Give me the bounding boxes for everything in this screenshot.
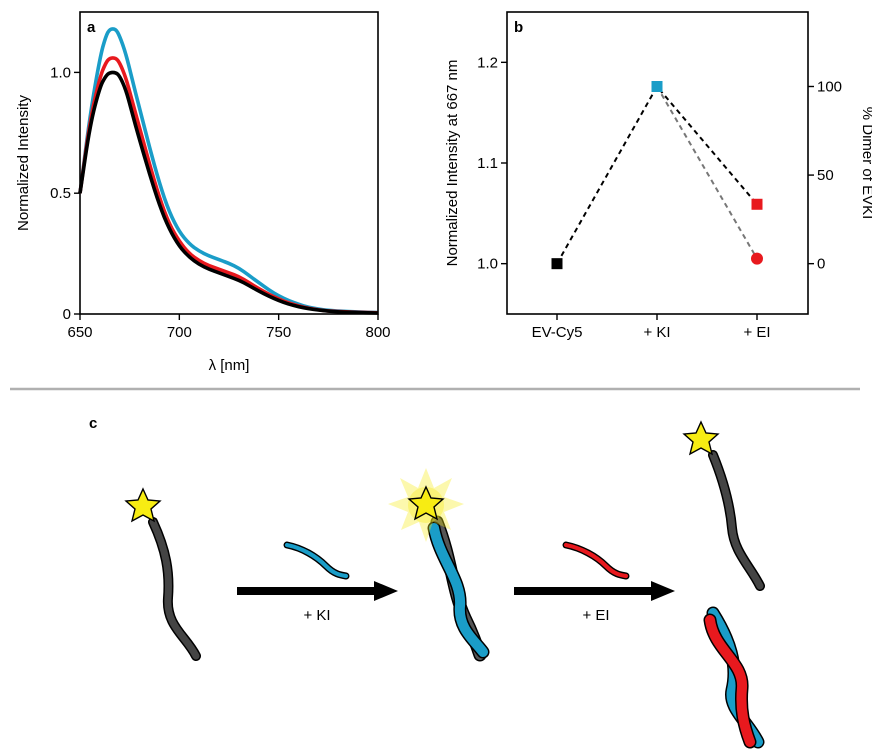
series-connector [556,84,758,265]
arrow-add-ei [514,581,675,601]
point-square [551,258,563,270]
panel-a-frame [79,11,379,315]
y-tick-label: 0.5 [50,185,71,202]
panel-b-x-ticks: EV-Cy5 + KI + EI [532,314,771,341]
y-tick-label: 0 [63,306,71,323]
y-tick-label: 1.1 [477,155,498,172]
panel-b-y-ticks: 1.0 1.1 1.2 [477,54,507,273]
panel-a-curves [78,27,379,315]
x-tick-label: 750 [266,324,291,341]
panel-b-lines [556,84,758,265]
ki-peptide [283,541,350,580]
panel-a-x-ticks: 650 700 750 800 [67,314,391,341]
point-square [651,80,663,92]
x-tick-label: 800 [365,324,390,341]
point-circle [751,252,763,265]
y2-tick-label: 50 [817,167,834,184]
panel-a-y-ticks: 0 0.5 1.0 [50,64,80,323]
panel-a-y-axis-label: Normalized Intensity [15,95,32,231]
panel-b: EV-Cy5 + KI + EI 1.0 1.1 1.2 0 50 100 b Normal… [444,11,872,341]
panel-c: c + KI [89,415,765,749]
panel-b-y2-axis-label: % Dimer of EVKI [859,107,872,220]
x-tick-label: 650 [67,324,92,341]
point-square [751,198,763,210]
panel-b-y-axis-label: Normalized Intensity at 667 nm [444,60,461,267]
y2-tick-label: 100 [817,78,842,95]
x-tick-label: EV-Cy5 [532,324,583,341]
y-tick-label: 1.0 [477,256,498,273]
spectrum-line-2 [78,70,379,315]
ev-peptide-released [708,450,765,591]
panel-a-letter: a [87,19,96,36]
x-tick-label: + KI [643,324,670,341]
dye-star-quenched-icon [682,420,720,456]
eiki-heterodimer [703,606,765,749]
x-tick-label: 700 [167,324,192,341]
spectrum-line-1 [78,56,379,315]
arrow-add-ei-label: + EI [582,607,609,624]
ei-peptide [562,541,630,580]
y-tick-label: 1.0 [50,64,71,81]
series-connector [656,85,758,260]
ev-peptide-monomer [148,517,201,661]
evki-heterodimer [427,515,490,662]
arrow-add-ki [237,581,398,601]
dye-star-bright-icon [407,485,445,521]
dye-star-icon [124,487,162,523]
y-tick-label: 1.2 [477,54,498,71]
x-tick-label: + EI [743,324,770,341]
panel-b-y2-ticks: 0 50 100 [808,78,842,273]
panel-a: 650 700 750 800 0 0.5 1.0 a λ [nm] Normalized… [15,11,391,374]
panel-b-letter: b [514,19,523,36]
panel-a-x-axis-label: λ [nm] [209,357,250,374]
y2-tick-label: 0 [817,256,825,273]
panel-c-letter: c [89,415,97,432]
arrow-add-ki-label: + KI [303,607,330,624]
panel-b-points [551,80,763,270]
